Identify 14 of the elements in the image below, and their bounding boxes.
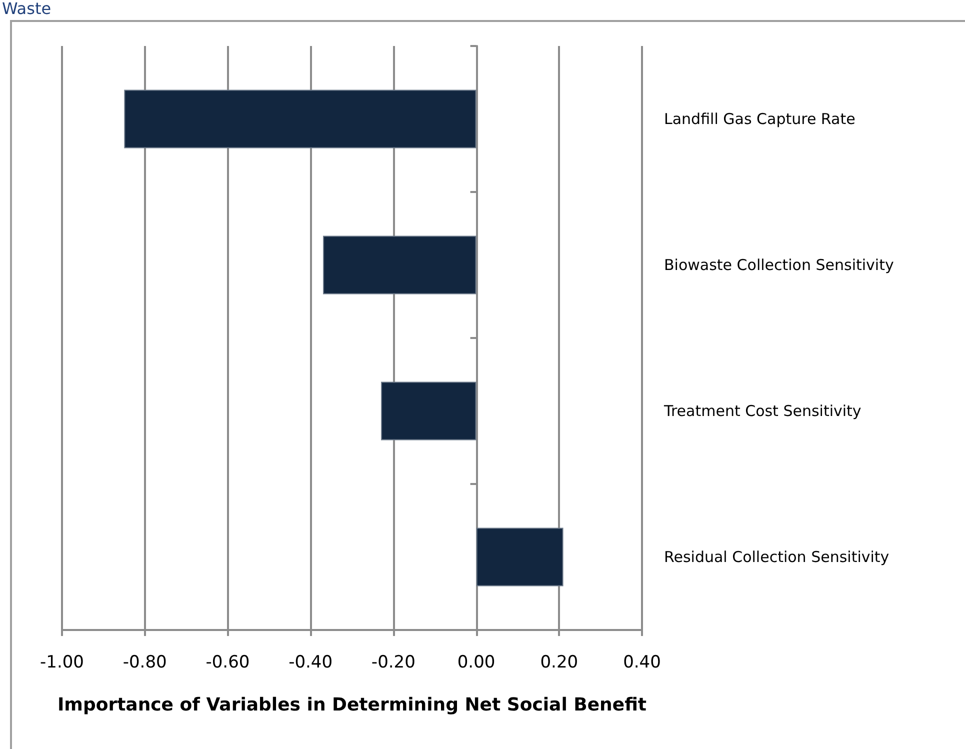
x-tick-label: -0.60	[206, 652, 250, 672]
y-tick-label: Landfill Gas Capture Rate	[664, 110, 856, 128]
x-tick-label: 0.20	[540, 652, 578, 672]
x-tick-label: -1.00	[40, 652, 84, 672]
y-tick-label: Residual Collection Sensitivity	[664, 548, 890, 566]
x-tick-label: -0.20	[371, 652, 416, 672]
chart-title: Waste	[2, 0, 52, 18]
x-axis-title: Importance of Variables in Determining Net Social Benefit	[57, 694, 647, 716]
x-tick-label: -0.40	[288, 652, 333, 672]
x-tick-label: 0.00	[457, 652, 496, 672]
y-tick-label: Biowaste Collection Sensitivity	[664, 256, 894, 274]
x-tick-label: 0.40	[623, 652, 661, 672]
x-tick-label: -0.80	[122, 652, 167, 672]
y-tick-label: Treatment Cost Sensitivity	[663, 402, 862, 420]
